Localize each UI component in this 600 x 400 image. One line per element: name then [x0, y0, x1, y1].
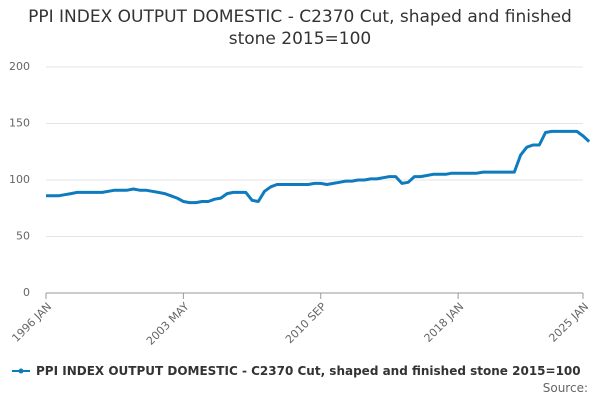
y-tick-label: 150	[9, 117, 30, 130]
chart-title: PPI INDEX OUTPUT DOMESTIC - C2370 Cut, s…	[28, 7, 572, 49]
legend: PPI INDEX OUTPUT DOMESTIC - C2370 Cut, s…	[12, 364, 581, 378]
y-tick-label: 100	[9, 173, 30, 186]
legend-label: PPI INDEX OUTPUT DOMESTIC - C2370 Cut, s…	[36, 364, 581, 378]
legend-swatch	[12, 368, 30, 374]
data-line	[46, 129, 591, 205]
y-tick-label: 200	[9, 60, 30, 73]
x-tick-label: 2003 MAY	[144, 300, 192, 348]
source: Source:	[542, 381, 588, 395]
x-tick-label: 1996 JAN	[9, 300, 54, 345]
x-tick-label: 2018 JAN	[422, 300, 467, 345]
y-tick-label: 50	[16, 230, 30, 243]
x-tick-label: 2010 SEP	[283, 300, 329, 346]
x-tick-label: 2025 JAN	[546, 300, 591, 345]
y-tick-label: 0	[23, 286, 30, 299]
